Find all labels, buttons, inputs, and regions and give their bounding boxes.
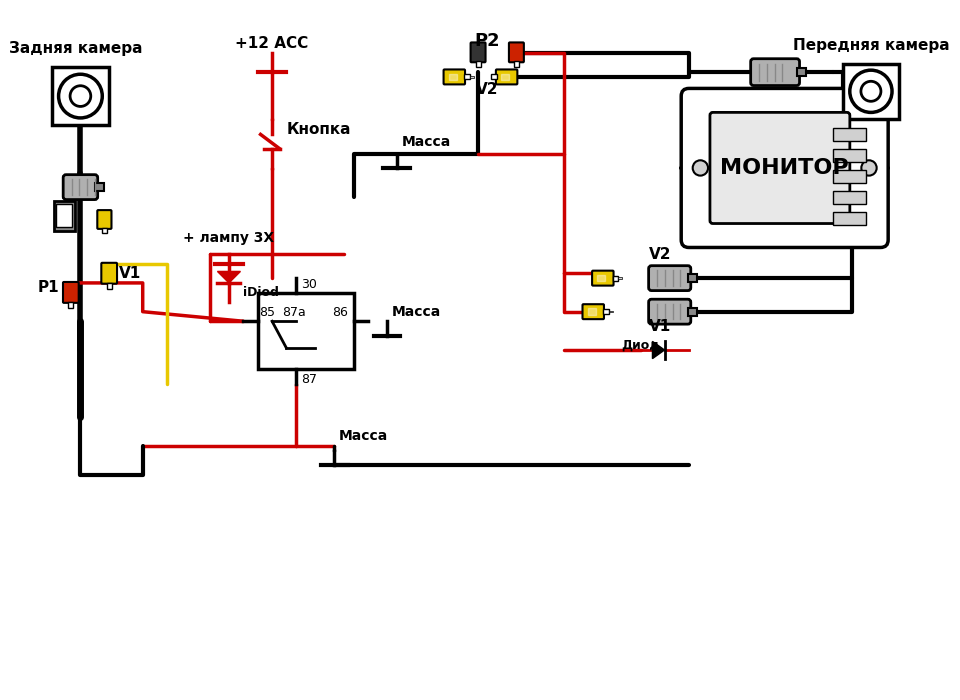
Text: 86: 86 xyxy=(332,307,348,319)
Bar xyxy=(464,74,469,79)
FancyBboxPatch shape xyxy=(444,69,465,85)
Text: iDiod: iDiod xyxy=(243,286,279,299)
Bar xyxy=(475,62,481,67)
Text: P2: P2 xyxy=(475,32,500,50)
Text: + лампу 3X: + лампу 3X xyxy=(183,230,275,244)
Bar xyxy=(102,228,107,233)
Text: +12 ACC: +12 ACC xyxy=(235,36,309,51)
Text: Масса: Масса xyxy=(401,135,450,149)
Bar xyxy=(832,170,866,183)
FancyBboxPatch shape xyxy=(583,304,604,319)
Bar xyxy=(257,293,353,369)
Circle shape xyxy=(861,160,876,176)
Bar xyxy=(612,276,618,281)
FancyBboxPatch shape xyxy=(649,266,691,290)
Text: 85: 85 xyxy=(259,307,276,319)
Text: Задняя камера: Задняя камера xyxy=(9,41,142,56)
Text: V1: V1 xyxy=(119,266,141,281)
FancyBboxPatch shape xyxy=(592,271,613,286)
Bar xyxy=(797,68,806,76)
Bar xyxy=(588,309,596,315)
Circle shape xyxy=(861,81,881,102)
Polygon shape xyxy=(653,342,664,358)
FancyBboxPatch shape xyxy=(102,262,117,284)
Text: Кнопка: Кнопка xyxy=(286,122,351,137)
FancyBboxPatch shape xyxy=(63,282,79,303)
FancyBboxPatch shape xyxy=(649,299,691,324)
Bar xyxy=(448,74,457,80)
Bar xyxy=(843,64,899,119)
Bar xyxy=(501,74,509,80)
Bar xyxy=(618,277,622,279)
Text: V1: V1 xyxy=(649,318,671,333)
FancyBboxPatch shape xyxy=(710,113,850,223)
Circle shape xyxy=(850,70,892,113)
Text: Масса: Масса xyxy=(339,429,389,443)
FancyBboxPatch shape xyxy=(97,210,111,229)
Circle shape xyxy=(70,85,91,106)
FancyBboxPatch shape xyxy=(63,175,98,199)
FancyBboxPatch shape xyxy=(751,59,800,85)
Bar xyxy=(832,191,866,204)
Text: МОНИТОР: МОНИТОР xyxy=(720,158,849,178)
Bar xyxy=(597,275,605,281)
Text: 87a: 87a xyxy=(281,307,305,319)
Bar xyxy=(52,67,109,125)
Bar xyxy=(514,62,518,67)
Text: Масса: Масса xyxy=(392,304,441,318)
Bar xyxy=(95,183,105,191)
FancyBboxPatch shape xyxy=(470,43,486,62)
Text: V2: V2 xyxy=(476,82,499,97)
FancyBboxPatch shape xyxy=(682,88,888,248)
Circle shape xyxy=(59,74,103,118)
Bar xyxy=(492,74,497,79)
Bar xyxy=(688,308,698,316)
Bar xyxy=(832,149,866,162)
Polygon shape xyxy=(218,272,240,283)
Bar xyxy=(68,302,73,308)
Bar xyxy=(57,204,72,228)
Bar xyxy=(832,127,866,141)
Text: V2: V2 xyxy=(649,246,671,262)
Bar xyxy=(107,283,111,289)
Bar xyxy=(54,200,75,231)
Text: P1: P1 xyxy=(37,280,59,295)
Text: 30: 30 xyxy=(300,278,317,290)
Bar xyxy=(603,309,609,314)
FancyBboxPatch shape xyxy=(496,69,517,85)
Text: Диод: Диод xyxy=(622,339,660,351)
FancyBboxPatch shape xyxy=(509,43,524,62)
Bar xyxy=(609,311,612,312)
Text: 87: 87 xyxy=(300,373,317,386)
Bar xyxy=(688,274,698,282)
Circle shape xyxy=(693,160,708,176)
Bar xyxy=(832,212,866,225)
Text: Передняя камера: Передняя камера xyxy=(793,38,949,53)
Bar xyxy=(469,76,474,78)
